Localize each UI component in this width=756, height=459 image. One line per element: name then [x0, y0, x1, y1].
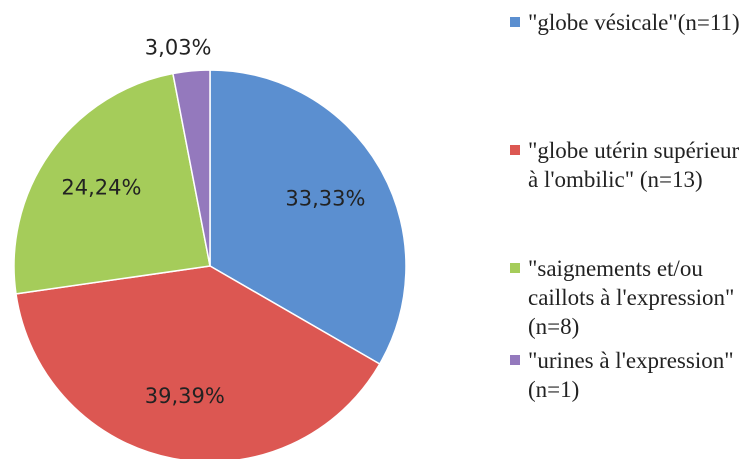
legend-swatch [510, 355, 520, 365]
legend-swatch [510, 17, 520, 27]
data-label: 24,24% [61, 176, 141, 200]
pie-slice [209, 69, 407, 366]
legend-label: "saignements et/ou caillots à l'expressi… [528, 256, 735, 339]
legend-item: "globe utérin supérieur à l'ombilic" (n=… [510, 136, 754, 194]
legend-label: "urines à l'expression" (n=1) [528, 348, 734, 402]
data-label: 39,39% [145, 384, 225, 408]
data-label: 33,33% [285, 186, 365, 210]
legend-swatch [510, 263, 520, 273]
legend-label: "globe utérin supérieur à l'ombilic" (n=… [528, 138, 740, 192]
legend-item: "saignements et/ou caillots à l'expressi… [510, 254, 754, 341]
pie-slice [13, 72, 211, 295]
legend-label: "globe vésicale"(n=11) [528, 10, 740, 35]
legend-item: "globe vésicale"(n=11) [510, 8, 754, 37]
data-label: 3,03% [145, 35, 212, 59]
legend-swatch [510, 145, 520, 155]
legend-item: "urines à l'expression" (n=1) [510, 346, 754, 404]
pie-slice [15, 265, 381, 459]
pie-slice [172, 69, 211, 267]
